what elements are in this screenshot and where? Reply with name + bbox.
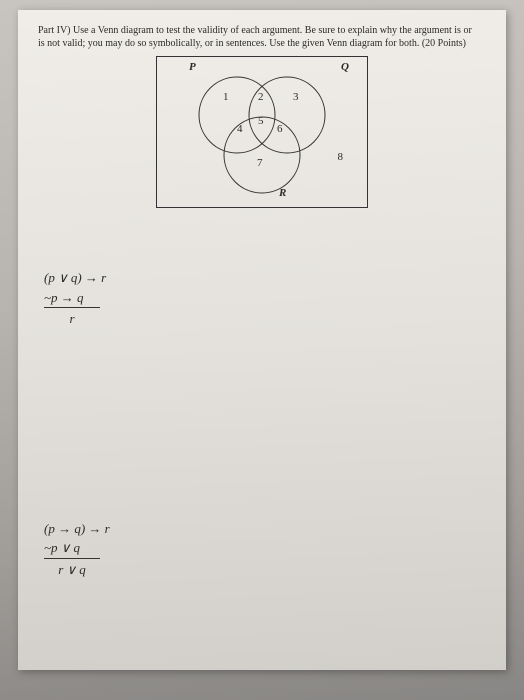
arg2-premise1: (p → q) → r xyxy=(44,519,486,539)
arg1-conclusion: r xyxy=(44,307,100,329)
region-1: 1 xyxy=(223,91,229,103)
worksheet-page: Part IV) Use a Venn diagram to test the … xyxy=(18,10,506,670)
arg1-premise1: (p ∨ q) → r xyxy=(44,268,486,288)
label-q: Q xyxy=(341,61,349,73)
arg2-conclusion: r ∨ q xyxy=(44,558,100,580)
label-p: P xyxy=(189,61,196,73)
label-r: R xyxy=(279,187,286,199)
argument-2: (p → q) → r ~p ∨ q r ∨ q xyxy=(44,519,486,580)
region-8: 8 xyxy=(338,151,344,163)
region-3: 3 xyxy=(293,91,299,103)
venn-diagram-box: P Q R 1 2 3 4 5 6 7 8 xyxy=(156,56,368,208)
region-6: 6 xyxy=(277,123,283,135)
circle-r xyxy=(224,117,300,193)
instructions-line1: Part IV) Use a Venn diagram to test the … xyxy=(38,25,472,36)
arg2-premise2: ~p ∨ q xyxy=(44,538,486,558)
arg1-premise2: ~p → q xyxy=(44,288,486,308)
region-5: 5 xyxy=(258,115,264,127)
venn-svg xyxy=(157,57,367,207)
instructions-block: Part IV) Use a Venn diagram to test the … xyxy=(38,24,486,50)
argument-1: (p ∨ q) → r ~p → q r xyxy=(44,268,486,329)
region-4: 4 xyxy=(237,123,243,135)
region-7: 7 xyxy=(257,157,263,169)
region-2: 2 xyxy=(258,91,264,103)
instructions-line2: is not valid; you may do so symbolically… xyxy=(38,38,466,49)
